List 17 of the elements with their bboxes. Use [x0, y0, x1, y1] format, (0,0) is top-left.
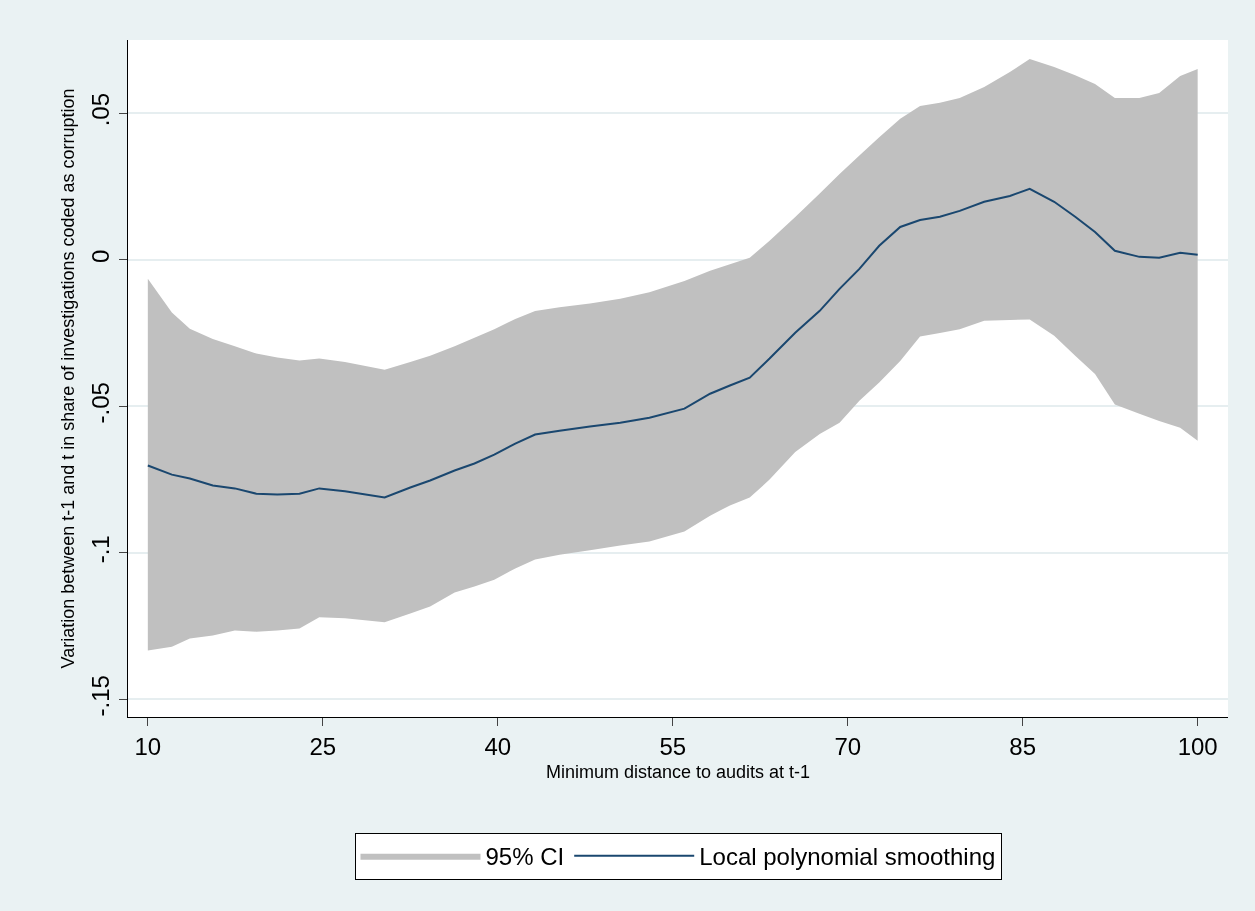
y-tick-label: 0 [87, 249, 115, 263]
line-series [146, 187, 1199, 499]
x-tick-label: 10 [134, 732, 162, 760]
x-tick-label: 70 [834, 732, 862, 760]
x-axis-title: Minimum distance to audits at t-1 [545, 761, 811, 782]
x-tick-label: 100 [1177, 732, 1218, 760]
y-tick-label: -.05 [87, 382, 115, 424]
y-axis-title: Variation between t-1 and t in share of investigations coded as corruption [57, 88, 78, 669]
x-tick-label: 25 [309, 732, 337, 760]
y-tick-label: .05 [87, 92, 115, 127]
x-tick-label: 55 [659, 732, 687, 760]
y-tick-label: -.1 [87, 535, 115, 564]
x-tick-label: 40 [484, 732, 512, 760]
text: 95% CI [485, 843, 565, 871]
legend-label: Local polynomial smoothing [699, 843, 996, 871]
y-tick-label: -.15 [87, 675, 115, 717]
x-tick-label: 85 [1009, 732, 1037, 760]
